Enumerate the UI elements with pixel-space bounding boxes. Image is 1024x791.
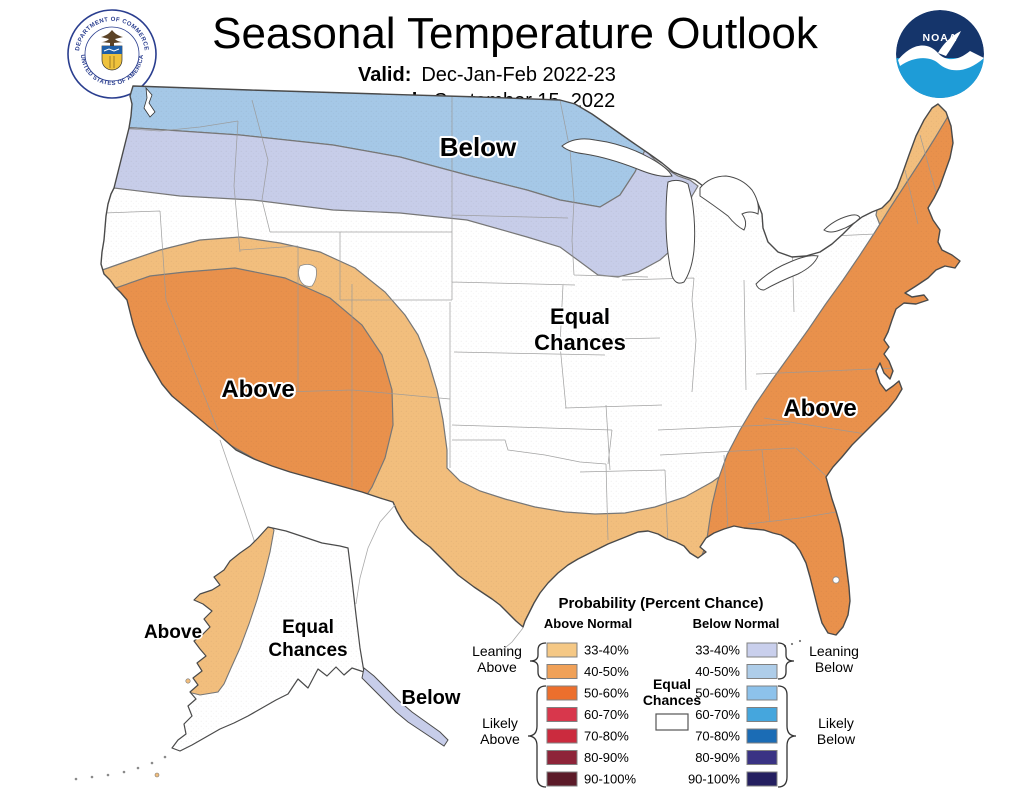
swatch-below-90-100 bbox=[746, 771, 778, 787]
state-borders bbox=[103, 95, 937, 546]
swatch-below-70-80 bbox=[746, 728, 778, 744]
range-label: 80-90% bbox=[695, 750, 740, 765]
swatch-above-50-60 bbox=[546, 685, 578, 701]
range-label: 50-60% bbox=[584, 686, 629, 701]
label-alaska-below: Below bbox=[402, 687, 461, 709]
noaa-logo-text: NOAA bbox=[923, 32, 958, 44]
region-alaska-panhandle-below bbox=[361, 667, 449, 747]
legend-below-range-labels: 33-40% 40-50% 50-60% 60-70% 70-80% 80-90… bbox=[688, 643, 740, 787]
lake-huron bbox=[699, 175, 759, 231]
lake-michigan bbox=[665, 179, 696, 284]
great-salt-lake bbox=[298, 264, 317, 287]
label-below-north: Below bbox=[440, 132, 517, 162]
label-alaska-equal-1: Equal bbox=[282, 617, 334, 638]
label-alaska-equal-2: Chances bbox=[268, 640, 347, 661]
group-leaning-above-1: Leaning bbox=[472, 643, 522, 659]
label-alaska-above: Above bbox=[144, 622, 202, 643]
range-label: 60-70% bbox=[584, 707, 629, 722]
legend-equal-label-1: Equal bbox=[653, 676, 691, 692]
range-label: 90-100% bbox=[584, 772, 636, 787]
header: Seasonal Temperature Outlook Valid: Dec-J… bbox=[212, 9, 819, 112]
lake-okeechobee bbox=[832, 576, 840, 584]
label-equal-chances-1: Equal bbox=[550, 304, 610, 329]
great-lakes bbox=[561, 138, 861, 291]
noaa-bird-icon bbox=[898, 45, 984, 71]
range-label: 60-70% bbox=[695, 707, 740, 722]
lake-erie bbox=[755, 255, 819, 291]
range-label: 33-40% bbox=[584, 643, 629, 658]
swatch-above-90-100 bbox=[546, 771, 578, 787]
brace-likely-below bbox=[777, 685, 797, 788]
legend: Probability (Percent Chance) Above Norma… bbox=[472, 595, 859, 788]
swatch-below-50-60 bbox=[746, 685, 778, 701]
brace-leaning-above bbox=[529, 642, 547, 680]
valid-value: Dec-Jan-Feb 2022-23 bbox=[421, 64, 616, 86]
legend-above-swatches bbox=[546, 642, 578, 787]
shield-icon bbox=[101, 45, 123, 71]
swatch-above-80-90 bbox=[546, 750, 578, 765]
page-title: Seasonal Temperature Outlook bbox=[212, 9, 819, 58]
commerce-seal-logo: DEPARTMENT OF COMMERCE UNITED STATES OF … bbox=[67, 9, 157, 99]
legend-above-range-labels: 33-40% 40-50% 50-60% 60-70% 70-80% 80-90… bbox=[584, 643, 636, 787]
range-label: 70-80% bbox=[695, 729, 740, 744]
brace-likely-above bbox=[527, 685, 547, 788]
valid-line: Valid: Dec-Jan-Feb 2022-23 bbox=[358, 64, 616, 86]
label-equal-chances-2: Chances bbox=[534, 330, 626, 355]
swatch-equal-chances bbox=[655, 713, 689, 731]
legend-braces bbox=[527, 642, 797, 788]
aleutian-islands bbox=[74, 678, 191, 781]
eagle-icon bbox=[101, 30, 123, 47]
legend-below-header: Below Normal bbox=[693, 616, 780, 631]
group-leaning-below-1: Leaning bbox=[809, 643, 859, 659]
swatch-above-70-80 bbox=[546, 728, 578, 744]
range-label: 33-40% bbox=[695, 643, 740, 658]
swatch-below-60-70 bbox=[746, 707, 778, 722]
florida-keys bbox=[783, 639, 802, 648]
swatch-below-80-90 bbox=[746, 750, 778, 765]
label-above-east: Above bbox=[783, 395, 856, 422]
group-likely-above-2: Above bbox=[480, 731, 520, 747]
group-likely-below-1: Likely bbox=[818, 715, 854, 731]
lake-ontario bbox=[823, 214, 861, 233]
legend-equal-label-2: Chances bbox=[643, 692, 702, 708]
legend-title: Probability (Percent Chance) bbox=[558, 595, 763, 612]
swatch-above-33-40 bbox=[546, 642, 578, 658]
range-label: 40-50% bbox=[584, 664, 629, 679]
lake-superior bbox=[561, 138, 673, 177]
group-leaning-below-2: Below bbox=[815, 659, 854, 675]
group-leaning-above-2: Above bbox=[477, 659, 517, 675]
swatch-below-40-50 bbox=[746, 664, 778, 679]
alaska-outline bbox=[171, 526, 365, 752]
range-label: 50-60% bbox=[695, 686, 740, 701]
swatch-above-40-50 bbox=[546, 664, 578, 679]
range-label: 90-100% bbox=[688, 772, 740, 787]
group-likely-below-2: Below bbox=[817, 731, 856, 747]
range-label: 80-90% bbox=[584, 750, 629, 765]
alaska-inset: Above Equal Chances Below bbox=[74, 526, 463, 781]
puget-sound bbox=[143, 86, 156, 118]
swatch-above-60-70 bbox=[546, 707, 578, 722]
valid-label: Valid: bbox=[358, 64, 411, 86]
noaa-logo: NOAA bbox=[896, 10, 984, 98]
brace-leaning-below bbox=[777, 642, 795, 680]
legend-above-header: Above Normal bbox=[544, 616, 632, 631]
legend-below-swatches bbox=[746, 642, 778, 787]
range-label: 70-80% bbox=[584, 729, 629, 744]
us-outline bbox=[100, 85, 961, 636]
range-label: 40-50% bbox=[695, 664, 740, 679]
swatch-below-33-40 bbox=[746, 642, 778, 658]
group-likely-above-1: Likely bbox=[482, 715, 518, 731]
label-above-southwest: Above bbox=[221, 376, 294, 403]
